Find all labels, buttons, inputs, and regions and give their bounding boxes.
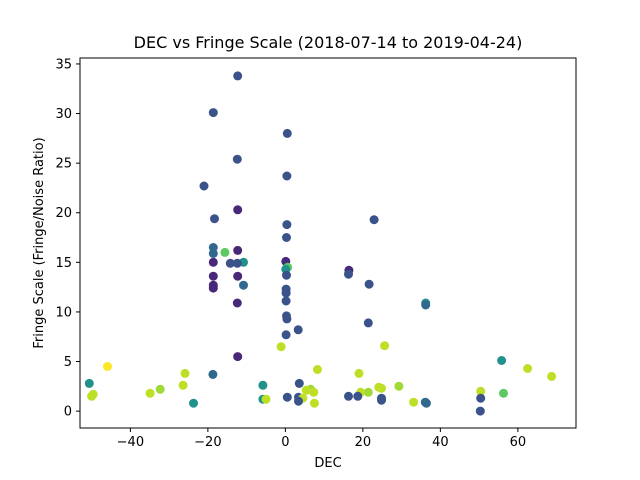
data-point — [409, 397, 419, 407]
y-tick-label: 25 — [55, 157, 72, 172]
data-point — [547, 371, 557, 381]
y-tick-label: 20 — [55, 206, 72, 221]
data-point — [363, 387, 373, 397]
data-point — [363, 318, 373, 328]
y-tick-label: 5 — [64, 355, 72, 370]
y-tick-label: 30 — [55, 107, 72, 122]
data-point — [199, 181, 209, 191]
data-point — [377, 383, 386, 393]
data-point — [232, 154, 242, 164]
data-point — [281, 288, 291, 298]
data-point — [421, 398, 431, 408]
data-point — [282, 128, 292, 138]
data-point — [208, 283, 218, 293]
data-point — [232, 298, 242, 308]
data-point — [301, 385, 311, 395]
data-point — [497, 356, 507, 365]
x-tick-label: −40 — [117, 435, 144, 450]
data-point — [189, 398, 198, 408]
data-point — [281, 296, 291, 306]
data-point — [208, 257, 218, 267]
x-tick-label: 20 — [355, 435, 372, 450]
data-point — [258, 380, 268, 390]
data-point — [344, 391, 353, 401]
data-point — [210, 214, 219, 224]
data-point — [233, 352, 243, 362]
data-point — [233, 71, 243, 81]
data-point — [309, 387, 319, 397]
data-point — [369, 215, 379, 225]
data-point — [309, 398, 319, 408]
data-point — [145, 388, 155, 398]
data-point — [282, 233, 291, 242]
data-point — [523, 364, 533, 373]
data-point — [276, 342, 286, 352]
y-axis-label: Fringe Scale (Fringe/Noise Ratio) — [32, 137, 47, 348]
data-point — [294, 378, 304, 388]
data-point — [155, 384, 165, 394]
data-point — [380, 341, 390, 351]
data-point — [354, 368, 364, 378]
data-point — [476, 386, 486, 396]
data-point — [233, 205, 243, 215]
data-point — [377, 395, 386, 405]
y-axis: 0 5 10 15 20 25 30 35 — [55, 57, 80, 420]
data-point — [232, 258, 242, 268]
data-point — [233, 271, 243, 281]
data-point — [282, 314, 292, 324]
data-point — [476, 393, 486, 403]
data-point — [282, 392, 292, 402]
data-point — [208, 271, 218, 281]
data-point — [421, 300, 431, 310]
data-point — [344, 269, 353, 279]
x-tick-label: 60 — [510, 435, 527, 450]
data-point — [208, 108, 218, 118]
data-point — [220, 247, 230, 257]
data-point — [313, 365, 322, 374]
x-tick-label: 40 — [432, 435, 449, 450]
data-point — [394, 381, 404, 391]
x-axis-label: DEC — [314, 456, 341, 471]
plot-frame — [79, 57, 577, 429]
chart-title: DEC vs Fringe Scale (2018-07-14 to 2019-… — [134, 33, 523, 52]
data-point — [233, 245, 243, 255]
data-points — [84, 71, 557, 416]
data-point — [87, 391, 97, 401]
data-point — [84, 378, 94, 388]
data-point — [293, 325, 303, 335]
data-point — [282, 171, 292, 181]
data-point — [208, 369, 218, 379]
y-tick-label: 0 — [64, 405, 72, 420]
data-point — [180, 368, 190, 378]
data-point — [239, 280, 248, 290]
data-point — [225, 258, 235, 268]
data-point — [294, 396, 303, 406]
data-point — [364, 279, 374, 289]
data-point — [499, 388, 508, 398]
data-point — [475, 406, 485, 416]
data-point — [178, 380, 188, 390]
x-tick-label: 0 — [281, 435, 289, 450]
data-point — [353, 391, 363, 401]
data-point — [103, 362, 112, 371]
x-axis: −40 −20 0 20 40 60 — [117, 428, 526, 450]
y-tick-label: 15 — [55, 256, 72, 271]
data-point — [282, 270, 291, 280]
data-point — [282, 220, 292, 230]
y-tick-label: 35 — [55, 57, 72, 72]
x-tick-label: −20 — [194, 435, 221, 450]
y-tick-label: 10 — [55, 305, 72, 320]
data-point — [261, 394, 271, 404]
data-point — [281, 330, 291, 340]
data-point — [208, 248, 218, 258]
